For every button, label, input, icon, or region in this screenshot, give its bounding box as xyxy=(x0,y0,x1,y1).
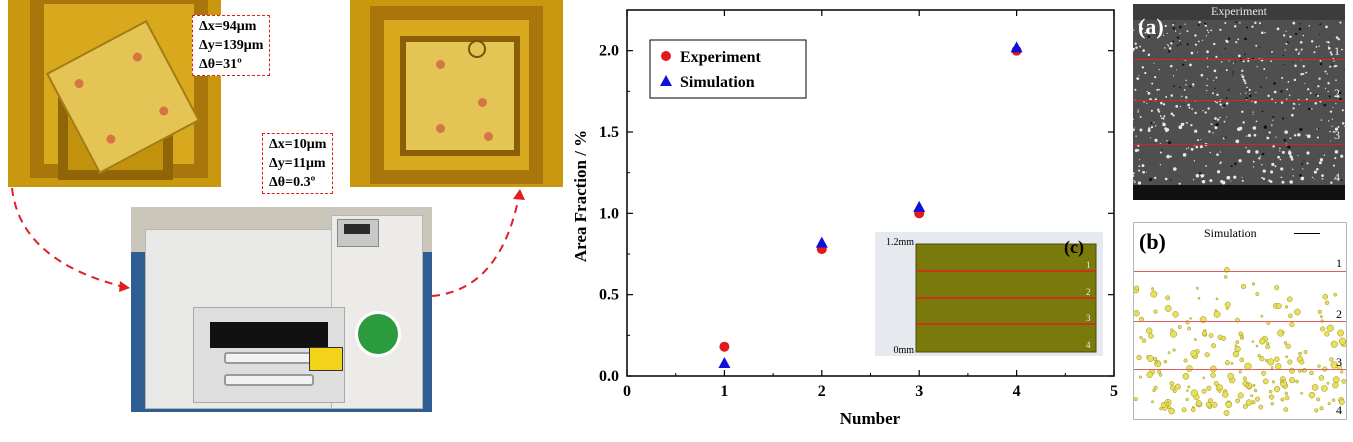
sim-layer-label-1: 1 xyxy=(1336,256,1342,270)
x-tick-label: 2 xyxy=(818,383,826,400)
sim-layer-label-4: 4 xyxy=(1336,403,1342,417)
simulation-point xyxy=(913,200,926,212)
drawer-handle-bottom xyxy=(224,374,314,386)
dy-value: Δy=139μm xyxy=(199,38,264,53)
sem-layer-label-1: 1 xyxy=(1334,44,1340,58)
inset-c: 1.2mm 0mm 1 2 3 4 (c) xyxy=(875,232,1103,356)
offset-annotation-after: Δx=10μm Δy=11μm Δθ=0.3º xyxy=(262,133,334,194)
sim-title: Simulation xyxy=(1204,226,1257,240)
sim-line-2 xyxy=(1134,321,1346,322)
simulation-panel-b: Simulation 1 2 3 4 (b) xyxy=(1133,222,1347,420)
x-tick-label: 4 xyxy=(1013,383,1021,400)
dtheta-value: Δθ=0.3º xyxy=(269,175,316,190)
dx-value: Δx=10μm xyxy=(269,137,327,152)
dtheta-value: Δθ=31º xyxy=(199,57,242,72)
x-tick-label: 0 xyxy=(623,383,631,400)
aligned-chip xyxy=(400,36,520,156)
inset-bottom-label: 0mm xyxy=(893,345,914,356)
sem-layer-label-2: 2 xyxy=(1334,86,1340,100)
sem-particles xyxy=(1133,20,1345,185)
sem-line-3 xyxy=(1133,144,1345,145)
bubble-mark xyxy=(468,40,486,58)
y-axis-label: Area Fraction / % xyxy=(571,130,590,262)
legend: Experiment Simulation xyxy=(649,39,807,99)
dx-value: Δx=94μm xyxy=(199,19,257,34)
inset-layer-label-1: 1 xyxy=(1086,260,1091,270)
sim-layer-label-2: 2 xyxy=(1336,307,1342,321)
offset-annotation-before: Δx=94μm Δy=139μm Δθ=31º xyxy=(192,15,271,76)
simulation-point xyxy=(815,236,828,248)
sem-line-1 xyxy=(1133,59,1345,60)
legend-marker-experiment xyxy=(661,51,671,61)
x-tick-label: 5 xyxy=(1110,383,1118,400)
chip-photo-before xyxy=(8,0,221,187)
legend-marker-simulation xyxy=(660,75,672,86)
drawer-handle-top xyxy=(224,352,314,364)
y-tick-label: 2.0 xyxy=(599,43,619,60)
inset-layer-label-3: 3 xyxy=(1086,313,1091,323)
x-tick-label: 3 xyxy=(915,383,923,400)
arrow-from-oven xyxy=(431,195,520,297)
chip-photo-after xyxy=(350,0,563,187)
arrow-to-oven-head xyxy=(119,281,130,292)
sem-layer-label-3: 3 xyxy=(1334,128,1340,142)
simulation-point xyxy=(1010,41,1023,53)
reflow-oven-photo xyxy=(131,207,432,412)
inset-layer-label-4: 4 xyxy=(1086,340,1091,350)
warning-sticker xyxy=(309,347,343,371)
sem-line-2 xyxy=(1133,100,1345,101)
inset-top-label: 1.2mm xyxy=(886,237,914,248)
lead-free-badge xyxy=(355,311,401,357)
legend-label-experiment: Experiment xyxy=(680,49,762,66)
y-tick-label: 1.0 xyxy=(599,205,619,222)
y-tick-label: 0.5 xyxy=(599,287,619,304)
sem-panel-a: Experiment 1 2 3 4 (a) xyxy=(1133,4,1345,200)
inset-layer-label-2: 2 xyxy=(1086,287,1091,297)
sim-layer-label-3: 3 xyxy=(1336,355,1342,369)
panel-b-label: (b) xyxy=(1139,229,1166,254)
sem-title: Experiment xyxy=(1133,4,1345,20)
x-tick-label: 1 xyxy=(720,383,728,400)
arrow-to-oven xyxy=(11,187,129,289)
experiment-point xyxy=(719,341,730,352)
legend-label-simulation: Simulation xyxy=(680,74,755,91)
sim-scale-bar xyxy=(1294,233,1320,234)
sim-line-1 xyxy=(1134,271,1346,272)
dy-value: Δy=11μm xyxy=(269,156,326,171)
y-tick-label: 0.0 xyxy=(599,368,619,385)
y-tick-label: 1.5 xyxy=(599,124,619,141)
x-axis-label: Number xyxy=(840,409,901,428)
oven-slot xyxy=(210,322,328,348)
area-fraction-chart: 0 1 2 3 4 5 0.0 0.5 1.0 1.5 2.0 Number Area Fract… xyxy=(570,0,1130,437)
sem-info-bar xyxy=(1133,185,1345,200)
chart-svg: 0 1 2 3 4 5 0.0 0.5 1.0 1.5 2.0 Number Area Fract… xyxy=(571,9,1118,428)
inset-panel-label: (c) xyxy=(1064,237,1084,258)
sim-line-3 xyxy=(1134,369,1346,370)
arrow-from-oven-head xyxy=(513,189,525,200)
simulation-point xyxy=(718,356,731,368)
panel-a-label: (a) xyxy=(1138,14,1164,39)
control-panel xyxy=(337,219,379,247)
sem-layer-label-4: 4 xyxy=(1334,170,1340,184)
sim-particles xyxy=(1134,266,1346,416)
